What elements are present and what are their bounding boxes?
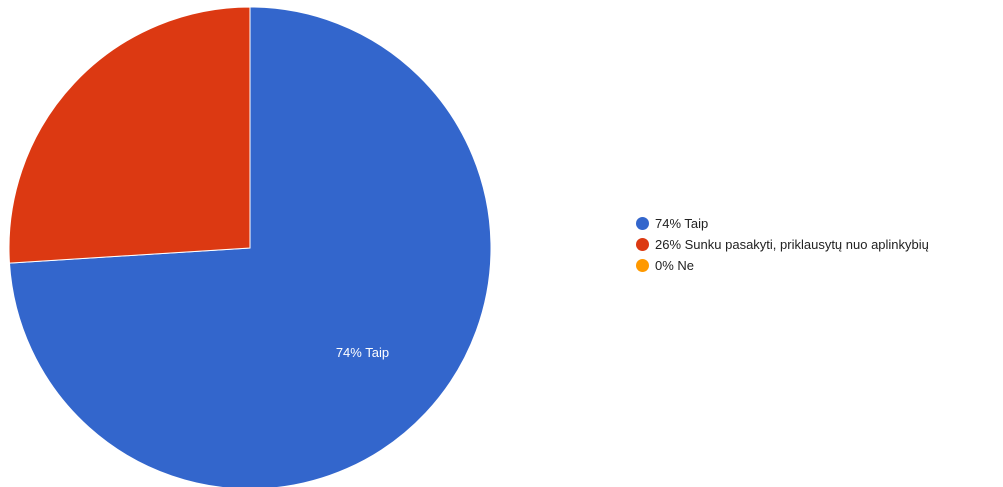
legend-item-sunku-pasakyti[interactable]: 26% Sunku pasakyti, priklausytų nuo apli… (636, 235, 929, 253)
chart-legend: 74% Taip 26% Sunku pasakyti, priklausytų… (636, 214, 929, 277)
legend-marker-taip (636, 216, 649, 230)
slice-label-taip: 74% Taip (336, 345, 389, 360)
legend-marker-ne (636, 258, 649, 272)
pie-chart: 74% Taip (8, 6, 492, 487)
pie-slice-sunku-pasakyti[interactable] (8, 6, 251, 264)
legend-item-ne[interactable]: 0% Ne (636, 256, 929, 274)
legend-label-sunku-pasakyti: 26% Sunku pasakyti, priklausytų nuo apli… (655, 236, 929, 252)
legend-item-taip[interactable]: 74% Taip (636, 214, 929, 232)
legend-label-ne: 0% Ne (655, 257, 695, 273)
legend-marker-sunku-pasakyti (636, 237, 649, 251)
legend-label-taip: 74% Taip (655, 215, 709, 231)
